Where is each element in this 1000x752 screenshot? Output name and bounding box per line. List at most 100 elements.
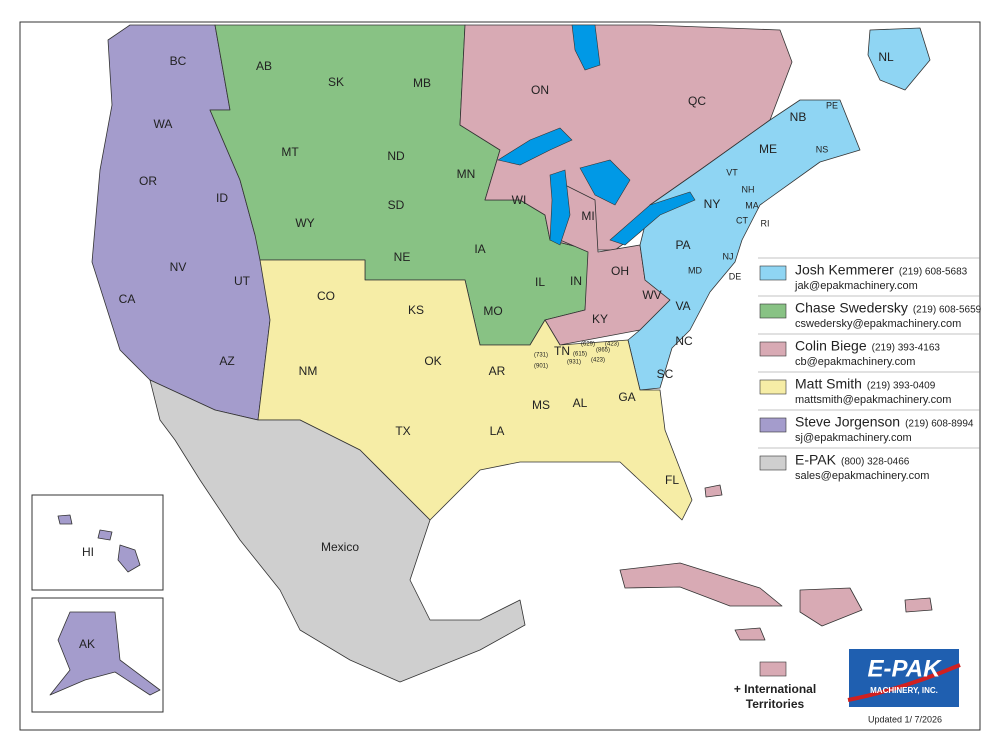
island-puerto-rico <box>904 597 933 613</box>
area-code: (423) <box>605 342 619 348</box>
region-label: SK <box>328 75 344 89</box>
region-label: AK <box>79 637 95 651</box>
island-hawaii <box>117 544 141 573</box>
legend-name: Steve Jorgenson <box>795 414 900 430</box>
region-label: ON <box>531 83 549 97</box>
region-mexico <box>149 379 526 683</box>
region-label: IL <box>535 275 545 289</box>
region-label: AB <box>256 59 272 73</box>
legend-phone: (219) 608-8994 <box>905 419 974 430</box>
legend-email: sj@epakmachinery.com <box>795 432 912 444</box>
logo-swoosh <box>847 663 961 702</box>
region-label: PA <box>675 238 690 252</box>
logo-subtitle: MACHINERY, INC. <box>870 686 938 695</box>
region-label: UT <box>234 274 251 288</box>
legend-email: sales@epakmachinery.com <box>795 470 929 482</box>
region-label: WI <box>512 193 527 207</box>
legend-phone: (219) 608-5659 <box>913 305 982 316</box>
lake-huron <box>579 159 631 206</box>
region-label: IN <box>570 274 582 288</box>
region-label: WY <box>295 216 314 230</box>
legend-phone: (800) 328-0466 <box>841 457 910 468</box>
region-label: CO <box>317 289 335 303</box>
region-label: MB <box>413 76 431 90</box>
region-label: OH <box>611 264 629 278</box>
legend-email: cb@epakmachinery.com <box>795 356 915 368</box>
legend-swatch <box>759 341 787 357</box>
region-label: VT <box>726 167 738 177</box>
region-label: MS <box>532 398 550 412</box>
region-label: CA <box>119 292 136 306</box>
hawaii-inset <box>31 494 164 591</box>
region-newfoundland <box>867 27 931 91</box>
legend-phone: (219) 608-5683 <box>899 267 968 278</box>
region-label: NM <box>299 364 318 378</box>
region-label: GA <box>618 390 635 404</box>
region-label: MI <box>581 209 594 223</box>
region-label: NS <box>816 144 829 154</box>
lake-michigan <box>549 169 571 246</box>
region-label: WA <box>154 117 173 131</box>
region-label: IA <box>474 242 485 256</box>
region-label: DE <box>729 271 742 281</box>
legend: Josh Kemmerer (219) 608-5683 jak@epakmachi… <box>758 257 982 482</box>
legend-name: Josh Kemmerer <box>795 262 894 278</box>
region-label: NE <box>394 250 411 264</box>
region-label: MA <box>745 200 759 210</box>
island-jamaica <box>734 627 766 641</box>
island-oahu <box>57 514 73 525</box>
region-label: KY <box>592 312 608 326</box>
legend-swatch <box>759 265 787 281</box>
region-label: AZ <box>219 354 234 368</box>
legend-swatch <box>759 455 787 471</box>
region-label: OK <box>424 354 441 368</box>
area-code: (423) <box>591 358 605 364</box>
region-label: AR <box>489 364 506 378</box>
region-label: NV <box>170 260 187 274</box>
region-label: ID <box>216 191 228 205</box>
region-label: NY <box>704 197 721 211</box>
region-label: OR <box>139 174 157 188</box>
legend-email: cswedersky@epakmachinery.com <box>795 318 961 330</box>
island-cuba <box>619 562 783 607</box>
region-label: TN <box>554 344 570 358</box>
region-label: NJ <box>723 251 734 261</box>
region-label: BC <box>170 54 187 68</box>
updated-date: Updated 1/ 7/2026 <box>868 714 942 724</box>
region-label: ME <box>759 142 777 156</box>
legend-swatch <box>759 303 787 319</box>
region-label: FL <box>665 473 679 487</box>
legend-swatch <box>759 417 787 433</box>
region-alaska <box>49 611 161 696</box>
legend-name: E-PAK <box>795 452 837 468</box>
region-label: SD <box>388 198 405 212</box>
legend-name: Chase Swedersky <box>795 300 908 316</box>
region-label: KS <box>408 303 424 317</box>
island-hispaniola <box>799 587 863 627</box>
hudson-bay-inlet <box>571 24 601 71</box>
region-label: Mexico <box>321 540 359 554</box>
area-code: (629) <box>581 342 595 348</box>
lake-erie-ontario <box>609 191 696 246</box>
legend-name: Matt Smith <box>795 376 862 392</box>
region-label: RI <box>761 218 770 228</box>
region-label: LA <box>490 424 505 438</box>
area-code: (901) <box>534 364 548 370</box>
region-label: SC <box>657 367 674 381</box>
region-label: QC <box>688 94 706 108</box>
region-northeast <box>627 99 861 391</box>
region-label: MT <box>281 145 299 159</box>
region-label: WV <box>642 288 661 302</box>
region-label: ND <box>387 149 405 163</box>
region-label: NH <box>742 184 755 194</box>
international-label: + International Territories <box>734 682 816 711</box>
legend-name: Colin Biege <box>795 338 867 354</box>
logo-name: E-PAK <box>868 655 943 682</box>
lake-superior <box>497 127 573 166</box>
region-label: MO <box>483 304 502 318</box>
region-label: VA <box>675 299 690 313</box>
area-code: (865) <box>596 348 610 354</box>
area-code: (731) <box>534 353 548 359</box>
legend-email: jak@epakmachinery.com <box>794 280 918 292</box>
